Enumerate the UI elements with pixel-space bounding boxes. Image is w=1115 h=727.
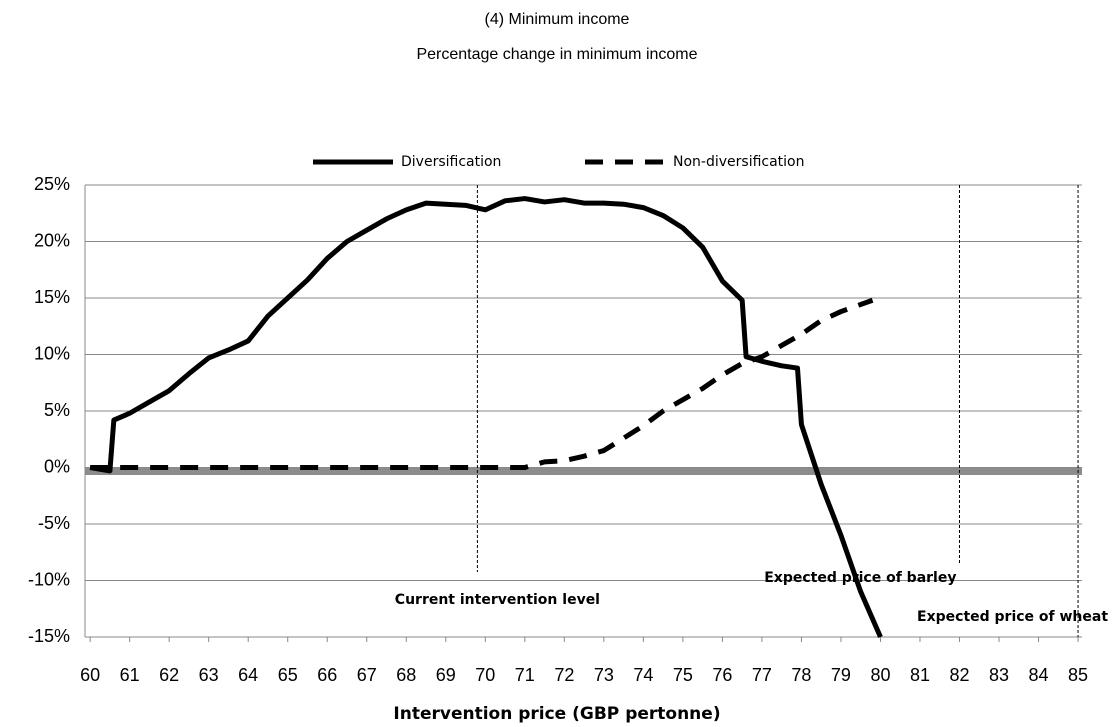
- x-tick-label: 62: [159, 665, 179, 685]
- x-tick-label: 71: [515, 665, 535, 685]
- x-tick-label: 69: [436, 665, 456, 685]
- chart-title: (4) Minimum income: [485, 11, 630, 28]
- x-tick-label: 80: [870, 665, 890, 685]
- x-axis-label: Intervention price (GBP pertonne): [393, 704, 720, 724]
- x-tick-label: 73: [594, 665, 614, 685]
- chart-subtitle: Percentage change in minimum income: [416, 46, 697, 63]
- x-tick-label: 77: [752, 665, 772, 685]
- y-tick-label: 0%: [44, 456, 70, 476]
- x-tick-label: 64: [238, 665, 258, 685]
- x-tick-label: 75: [673, 665, 693, 685]
- annotation: Current intervention level: [395, 592, 600, 608]
- x-tick-label: 72: [554, 665, 574, 685]
- x-tick-label: 81: [910, 665, 930, 685]
- y-tick-label: 15%: [34, 287, 70, 307]
- x-tick-label: 68: [396, 665, 416, 685]
- x-tick-label: 83: [989, 665, 1009, 685]
- x-tick-label: 60: [80, 665, 100, 685]
- legend-label: Non-diversification: [673, 154, 805, 170]
- x-tick-label: 78: [791, 665, 811, 685]
- x-tick-label: 76: [712, 665, 732, 685]
- y-tick-label: -5%: [38, 513, 70, 533]
- x-tick-label: 65: [278, 665, 298, 685]
- annotation: Expected price of wheat: [917, 609, 1108, 625]
- y-tick-label: 25%: [34, 174, 70, 194]
- legend-label: Diversification: [401, 154, 501, 170]
- y-tick-label: 10%: [34, 343, 70, 363]
- x-tick-label: 63: [199, 665, 219, 685]
- x-tick-label: 70: [475, 665, 495, 685]
- x-tick-label: 66: [317, 665, 337, 685]
- series-line: [89, 196, 883, 639]
- x-tick-label: 85: [1068, 665, 1088, 685]
- y-tick-label: -10%: [28, 569, 70, 589]
- x-tick-label: 84: [1029, 665, 1049, 685]
- y-tick-label: -15%: [28, 626, 70, 646]
- x-tick-label: 82: [949, 665, 969, 685]
- y-tick-label: 20%: [34, 230, 70, 250]
- x-tick-label: 79: [831, 665, 851, 685]
- x-tick-label: 74: [633, 665, 653, 685]
- y-tick-label: 5%: [44, 400, 70, 420]
- annotation: Expected price of barley: [764, 570, 956, 586]
- series-line: [90, 297, 874, 470]
- x-tick-label: 61: [120, 665, 140, 685]
- x-tick-label: 67: [357, 665, 377, 685]
